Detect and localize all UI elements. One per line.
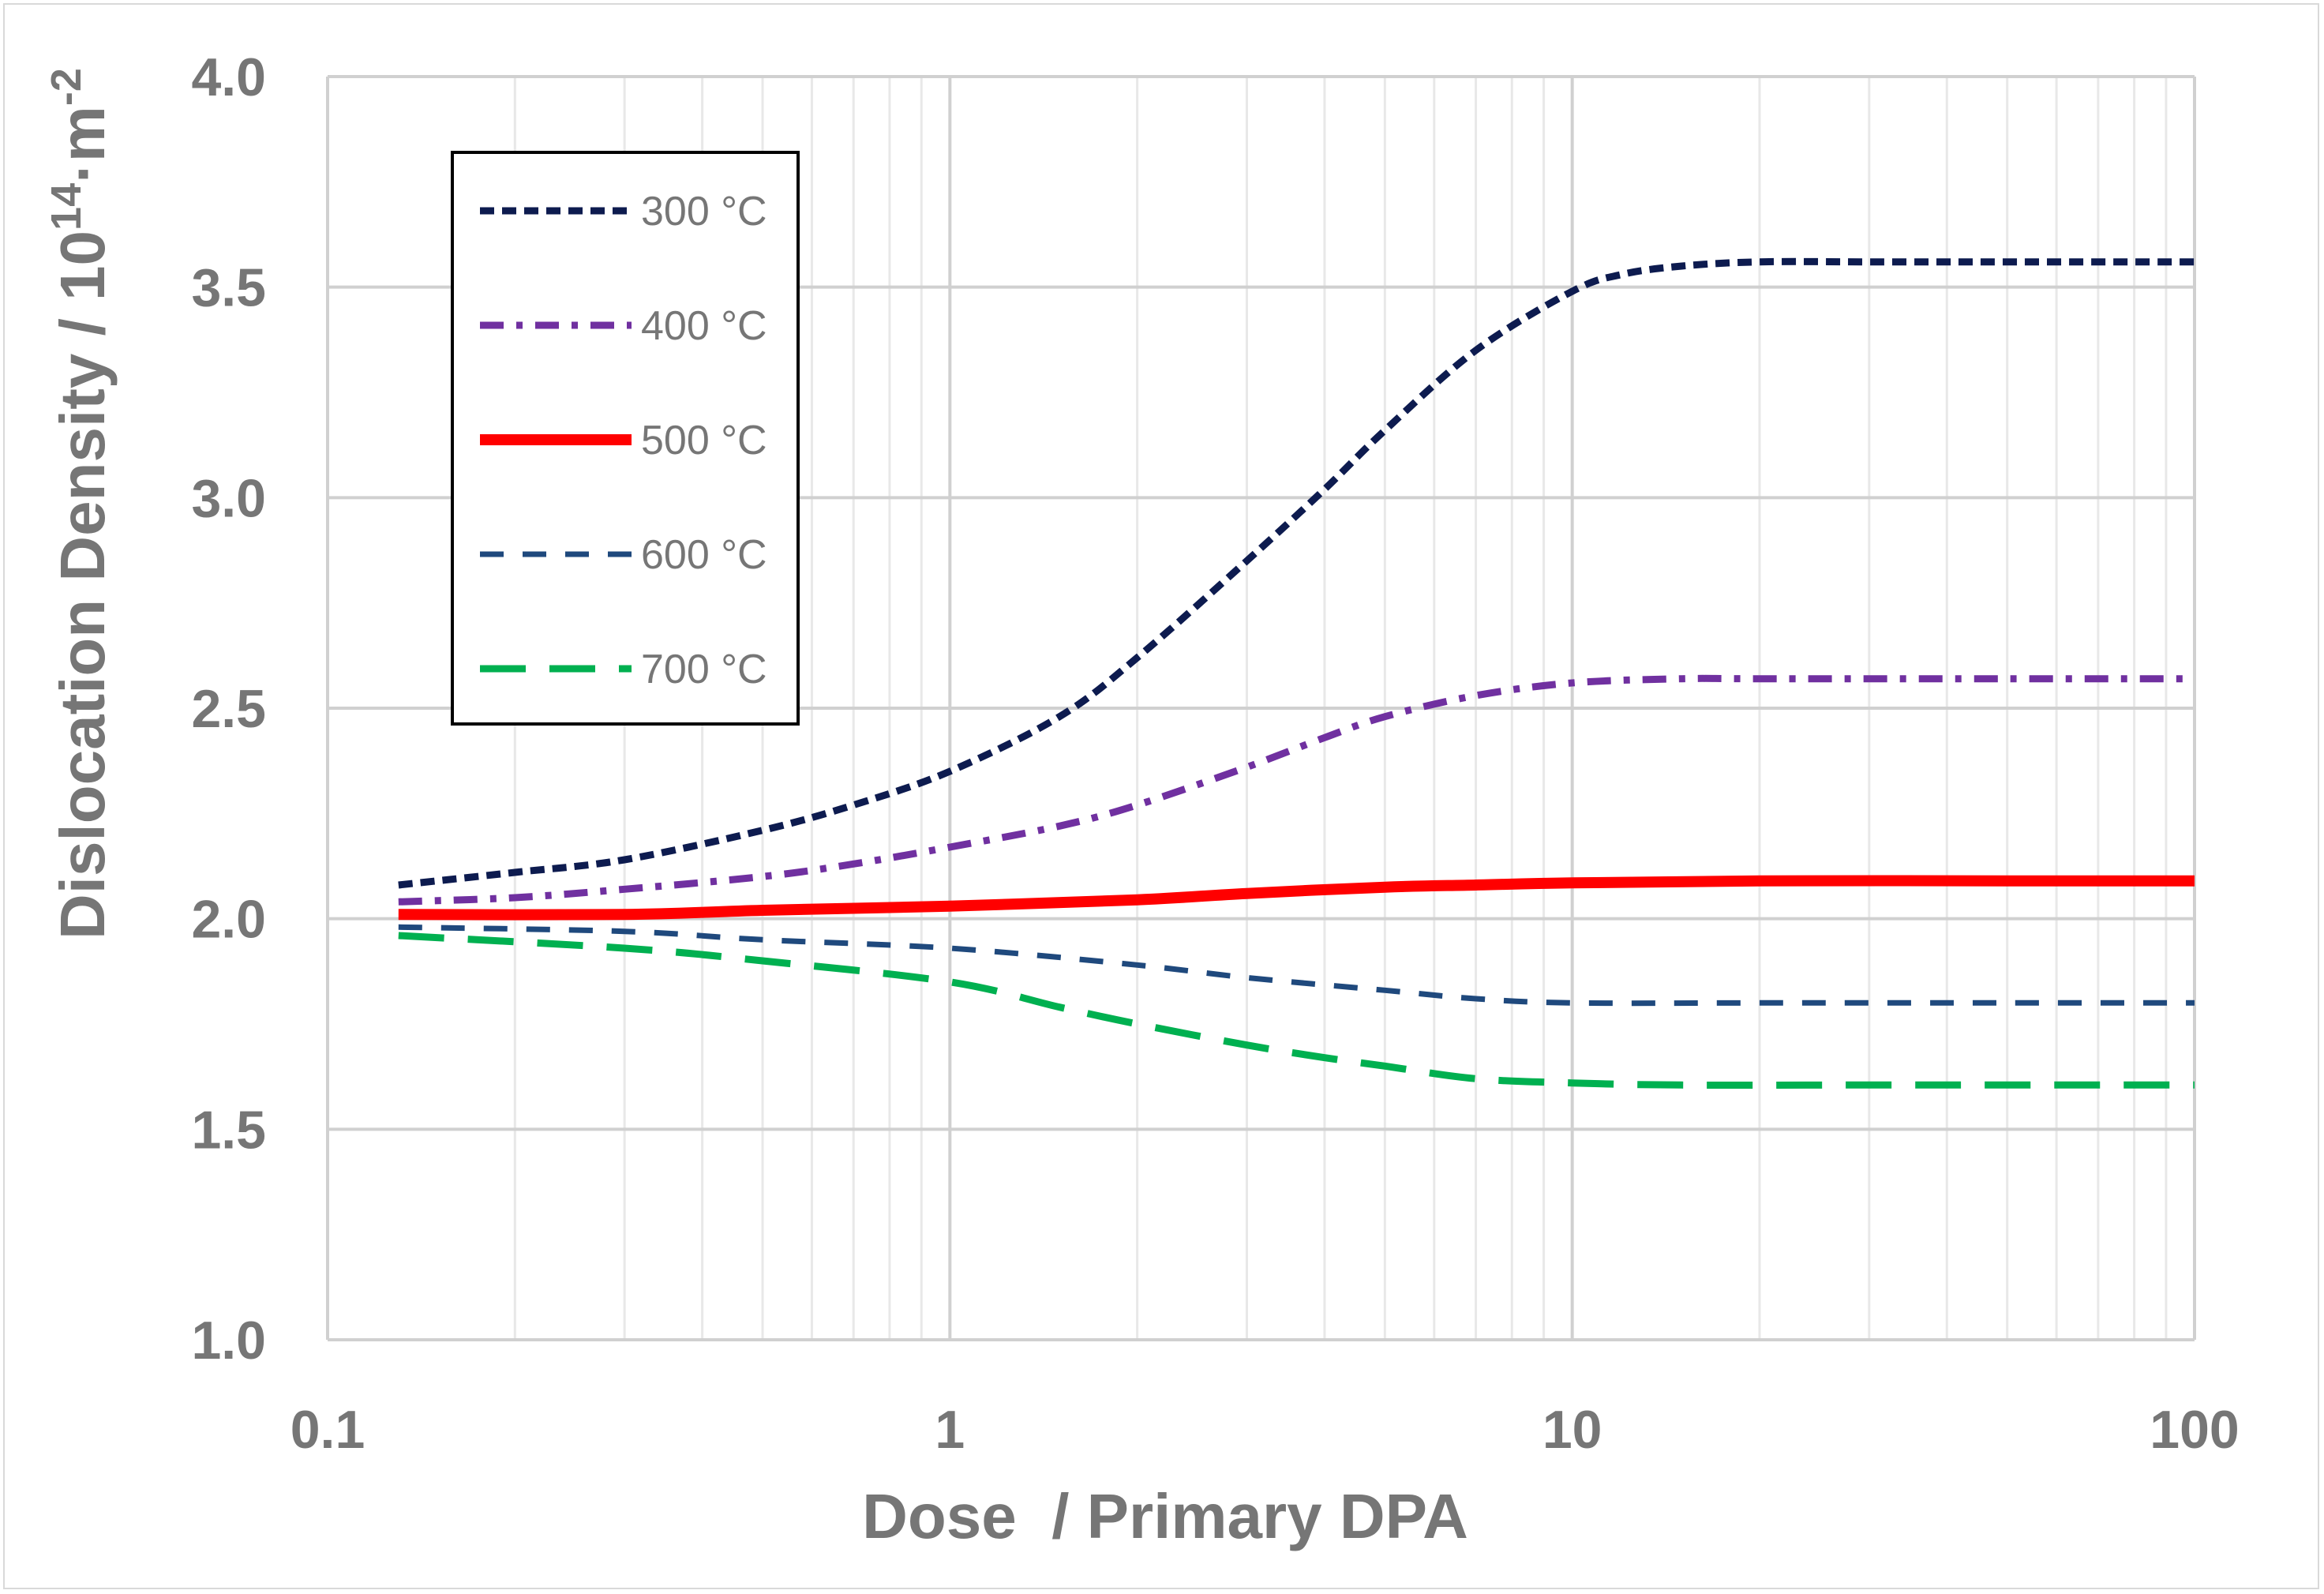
- y-tick-label: 2.5: [191, 679, 266, 739]
- y-tick-label: 1.0: [191, 1311, 266, 1371]
- x-axis-tick-labels: 0.1 1 10 100: [290, 1400, 2240, 1460]
- y-tick-label: 4.0: [191, 47, 266, 107]
- series-line-3: [398, 875, 2195, 921]
- legend-label: 600 °C: [641, 532, 767, 578]
- y-axis-title-unit: ·m: [47, 106, 118, 183]
- legend-label: 400 °C: [641, 303, 767, 349]
- chart-frame: [3, 3, 2319, 1589]
- series-lines: [398, 257, 2195, 1090]
- y-axis-tick-labels: 1.0 1.5 2.0 2.5 3.0 3.5 4.0: [191, 47, 266, 1371]
- x-tick-label: 0.1: [290, 1400, 365, 1460]
- y-axis-title-unit-exponent: -2: [43, 68, 90, 106]
- legend: 300 °C 400 °C 500 °C 600 °C 700 °C: [451, 151, 800, 726]
- y-axis-title-main: Dislocation Density / 10: [47, 231, 118, 940]
- series-line-4: [398, 924, 2195, 1007]
- x-tick-label: 1: [935, 1400, 965, 1460]
- series-line-2: [398, 674, 2195, 906]
- series-line-1: [398, 257, 2195, 889]
- legend-label: 500 °C: [641, 418, 767, 463]
- x-tick-label: 100: [2150, 1400, 2239, 1460]
- y-tick-label: 2.0: [191, 890, 266, 950]
- legend-label: 700 °C: [641, 647, 767, 692]
- y-tick-label: 1.5: [191, 1100, 266, 1160]
- y-tick-label: 3.0: [191, 468, 266, 528]
- series-line-5: [398, 932, 2195, 1090]
- legend-label: 300 °C: [641, 189, 767, 234]
- y-tick-label: 3.5: [191, 258, 266, 318]
- y-axis-title-exponent: 14: [43, 183, 90, 231]
- y-axis-title: Dislocation Density / 1014·m-2: [43, 68, 118, 940]
- x-tick-label: 10: [1542, 1400, 1602, 1460]
- x-axis-title: Dose / Primary DPA: [862, 1481, 1468, 1551]
